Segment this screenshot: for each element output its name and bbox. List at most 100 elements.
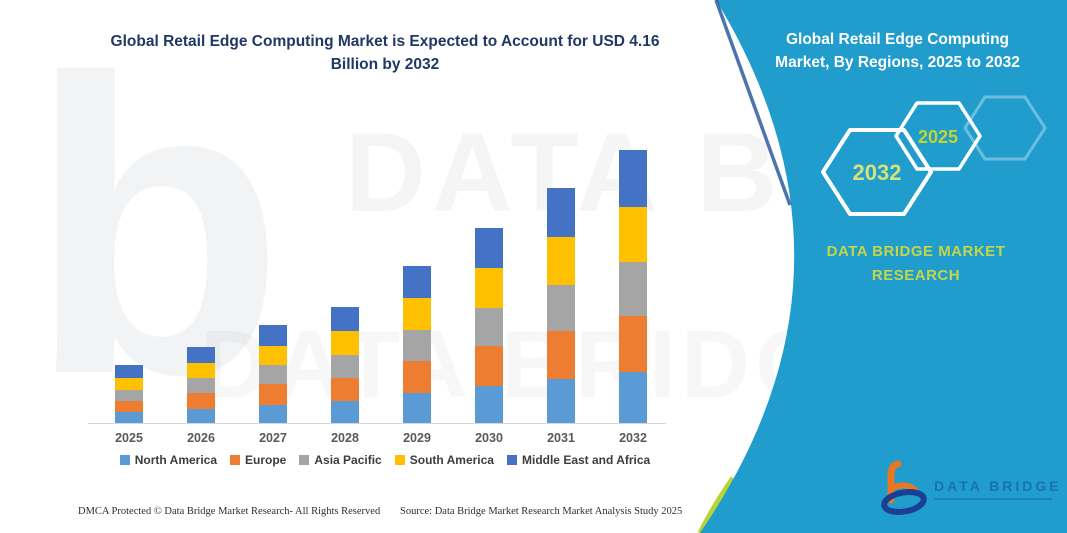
panel-teal-shape [700,0,1067,533]
hexagon-2025 [894,101,982,171]
x-tick-2029: 2029 [403,431,431,445]
panel-green-accent [697,476,736,533]
legend-swatch-icon [394,455,405,465]
bar-2029-segment-middle-east-and-africa [403,266,431,299]
chart-title: Global Retail Edge Computing Market is E… [45,30,725,77]
bar-2030 [475,228,503,423]
legend-label: Middle East and Africa [521,453,651,467]
legend-item-asia-pacific: Asia Pacific [299,453,382,467]
hexagon-2025-label: 2025 [918,127,958,147]
x-axis-line [88,423,666,424]
bar-2031 [547,188,575,423]
bar-2030-segment-europe [475,346,503,387]
bar-2027-segment-south-america [259,345,287,366]
bar-2028-segment-asia-pacific [331,354,359,378]
logo-b-stem [887,460,902,504]
bar-2026-segment-asia-pacific [187,377,215,393]
bar-2029 [403,266,431,423]
x-tick-2025: 2025 [115,431,143,445]
bar-2026-segment-middle-east-and-africa [187,346,215,363]
bar-2027-segment-middle-east-and-africa [259,325,287,346]
legend-swatch-icon [119,455,130,465]
bar-2029-segment-asia-pacific [403,330,431,362]
logo-swoosh [881,489,927,515]
brand-line2: RESEARCH [871,267,961,284]
panel-title: Global Retail Edge Computing Market, By … [745,28,1050,75]
legend-item-north-america: North America [119,453,218,467]
legend-item-middle-east-and-africa: Middle East and Africa [506,453,651,467]
x-tick-2028: 2028 [331,431,359,445]
logo-text: DATA BRIDGE [934,478,1061,494]
legend-swatch-icon [230,455,241,465]
bar-2031-segment-middle-east-and-africa [547,188,575,237]
panel-navy-edge [714,0,792,206]
bar-2027 [259,325,287,423]
legend-swatch-icon [299,455,310,465]
bar-2032-segment-europe [619,316,647,372]
bar-2032-segment-north-america [619,371,647,423]
bar-2029-segment-europe [403,361,431,394]
x-tick-2027: 2027 [259,431,287,445]
legend-label: South America [409,453,494,467]
legend-swatch-icon [506,455,517,465]
bar-2026-segment-south-america [187,362,215,378]
bar-2031-segment-asia-pacific [547,284,575,332]
panel-title-line1: Global Retail Edge Computing [785,31,1010,48]
bar-2028-segment-europe [331,377,359,402]
legend-label: Asia Pacific [314,453,382,467]
logo-b-bowl [888,482,918,493]
bar-2032-segment-middle-east-and-africa [619,150,647,207]
legend-label: North America [134,453,218,467]
bar-2025 [115,365,143,423]
bar-2031-segment-north-america [547,378,575,423]
bar-2032-segment-south-america [619,206,647,263]
panel-title-line2: Market, By Regions, 2025 to 2032 [775,54,1020,72]
bar-2030-segment-north-america [475,386,503,423]
bar-2028-segment-north-america [331,401,359,423]
bar-2028-segment-south-america [331,331,359,355]
bar-2032 [619,150,647,423]
hexagon-2032-label: 2032 [853,160,902,185]
legend-item-europe: Europe [230,453,286,467]
bar-2026 [187,346,215,423]
hexagon-years-graphic: 2032 2025 [821,95,1047,216]
bar-2031-segment-south-america [547,236,575,285]
hexagon-faint [963,95,1047,161]
bar-2025-segment-south-america [115,377,143,390]
bar-2030-segment-asia-pacific [475,307,503,347]
legend-label: Europe [245,453,287,467]
bar-2025-segment-europe [115,400,143,413]
footer-source: Source: Data Bridge Market Research Mark… [400,506,683,517]
footer-copyright: DMCA Protected © Data Bridge Market Rese… [78,506,381,517]
bar-2028-segment-middle-east-and-africa [331,306,359,332]
bar-2025-segment-north-america [115,412,143,423]
bar-2029-segment-north-america [403,393,431,423]
bar-2029-segment-south-america [403,298,431,331]
bar-2027-segment-north-america [259,404,287,423]
bar-2026-segment-north-america [187,408,215,423]
brand-name: DATA BRIDGE MARKET RESEARCH [785,240,1047,288]
bar-2032-segment-asia-pacific [619,262,647,317]
chart-legend: North America Europe Asia Pacific South Ame… [35,453,735,467]
legend-item-south-america: South America [394,453,494,467]
bar-2030-segment-south-america [475,268,503,308]
x-tick-2032: 2032 [619,431,647,445]
x-tick-2026: 2026 [187,431,215,445]
bar-2025-segment-asia-pacific [115,389,143,401]
bar-2026-segment-europe [187,392,215,409]
chart-title-line2: Billion by 2032 [330,56,440,74]
bar-2028 [331,306,359,423]
brand-line1: DATA BRIDGE MARKET [826,243,1006,260]
chart-title-line1: Global Retail Edge Computing Market is E… [110,33,660,50]
x-tick-2031: 2031 [547,431,575,445]
hexagon-2032 [821,128,933,216]
bar-2027-segment-asia-pacific [259,365,287,385]
bar-2025-segment-middle-east-and-africa [115,365,143,378]
dbmr-logo: DATA BRIDGE [881,460,1061,515]
logo-underline [934,498,1052,500]
x-tick-2030: 2030 [475,431,503,445]
bar-2031-segment-europe [547,331,575,379]
bar-2030-segment-middle-east-and-africa [475,228,503,269]
bar-2027-segment-europe [259,384,287,405]
